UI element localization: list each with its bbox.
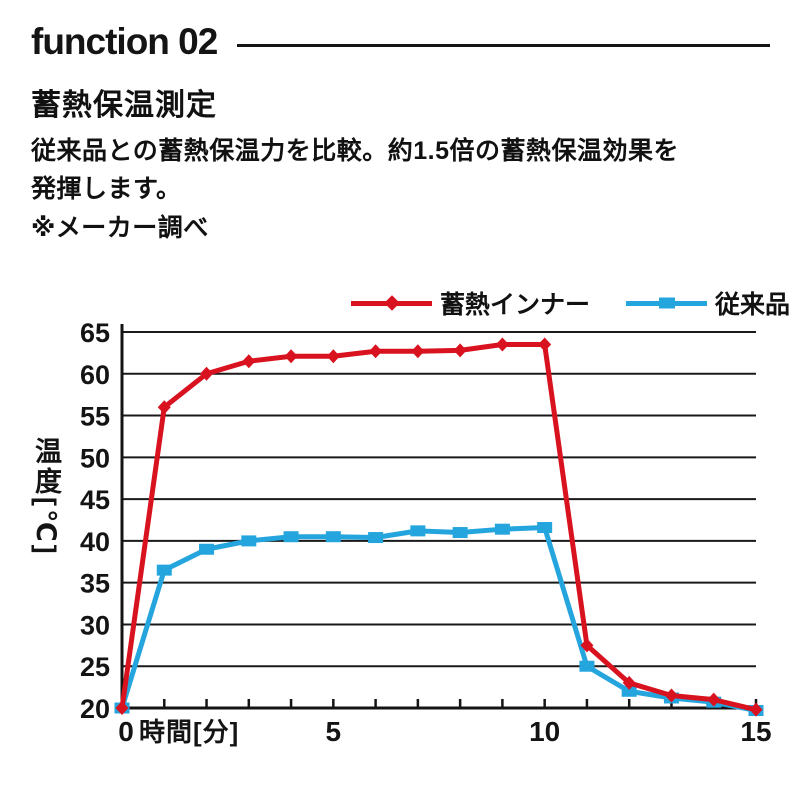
description-line-2: 発揮します。 (31, 175, 182, 203)
y-tick-label-35: 35 (80, 569, 110, 599)
y-tick-label-65: 65 (80, 318, 110, 348)
data-point-square (241, 535, 257, 547)
data-point-diamond (115, 701, 129, 715)
data-point-diamond (411, 344, 425, 359)
legend-item-heat-inner: 蓄熱インナー (351, 285, 590, 321)
maker-note: ※メーカー調べ (31, 214, 209, 242)
description-line-1: 従来品との蓄熱保温力を比較。約1.5倍の蓄熱保温効果を (31, 137, 680, 165)
y-tick-label-40: 40 (80, 527, 110, 557)
legend-label-heat-inner: 蓄熱インナー (440, 291, 591, 319)
data-point-square (579, 660, 595, 672)
temperature-line-chart: 20 25 30 35 40 45 50 55 60 65 0 時間[分] 5 10 15 (80, 318, 772, 747)
data-point-diamond (242, 354, 256, 369)
data-point-diamond (664, 688, 678, 703)
x-tick-label-10: 10 (529, 716, 560, 747)
y-tick-label-45: 45 (80, 485, 110, 515)
legend-label-conventional: 従来品 (715, 291, 791, 319)
data-point-diamond (749, 702, 763, 717)
page-title: 蓄熱保温測定 (31, 89, 217, 122)
y-tick-label-55: 55 (80, 402, 110, 432)
chart-legend: 蓄熱インナー 従来品 (351, 285, 790, 321)
y-tick-label-25: 25 (80, 652, 110, 682)
data-point-square (537, 522, 553, 534)
data-point-diamond (453, 343, 467, 358)
y-axis-title: 温度[℃] (27, 437, 70, 557)
data-point-square (452, 527, 468, 539)
legend-item-conventional: 従来品 (626, 285, 790, 321)
x-axis-title: 時間[分] (139, 717, 239, 747)
legend-line-red (351, 295, 432, 311)
header-rule (237, 44, 770, 47)
data-point-diamond (622, 675, 636, 690)
data-point-square (494, 523, 510, 535)
y-axis-unit: [℃] (31, 497, 61, 557)
data-point-diamond (326, 349, 340, 364)
data-point-square (199, 543, 215, 555)
x-tick-label-5: 5 (326, 716, 342, 747)
data-point-square (325, 531, 341, 543)
legend-line-blue (626, 297, 708, 309)
series-line-1 (119, 525, 759, 714)
data-point-square (621, 685, 637, 697)
data-point-square (410, 525, 426, 537)
section-label: function 02 (31, 21, 218, 62)
data-point-diamond (200, 366, 214, 381)
x-tick-label-15: 15 (740, 716, 771, 747)
y-tick-label-30: 30 (80, 610, 110, 640)
y-tick-label-60: 60 (80, 360, 110, 390)
y-tick-label-20: 20 (80, 694, 110, 724)
series-line-0 (119, 342, 759, 713)
x-tick-label-0: 0 (118, 716, 134, 747)
data-point-diamond (157, 400, 171, 415)
data-point-diamond (580, 638, 594, 653)
data-point-square (368, 532, 384, 544)
data-point-diamond (707, 692, 721, 707)
data-point-diamond (538, 337, 552, 352)
data-point-diamond (495, 337, 509, 352)
y-tick-label-50: 50 (80, 443, 110, 473)
data-point-diamond (369, 344, 383, 359)
data-point-square (283, 531, 299, 543)
square-marker-icon (658, 297, 675, 309)
data-point-diamond (284, 349, 298, 364)
y-axis-title-text: 温度 (31, 437, 61, 497)
data-point-square (156, 564, 172, 576)
